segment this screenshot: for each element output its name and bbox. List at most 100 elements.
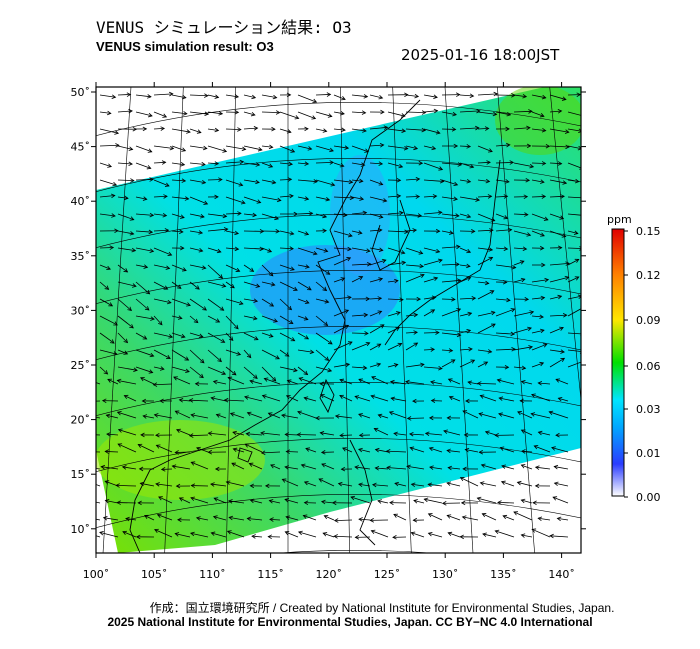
wind-vector <box>261 196 281 201</box>
wind-arrowhead <box>488 148 493 153</box>
wind-vector <box>157 514 173 521</box>
wind-vector <box>99 144 119 147</box>
wind-vector <box>171 264 187 271</box>
wind-arrowhead <box>497 500 502 505</box>
wind-arrowhead <box>222 148 228 153</box>
wind-vector <box>477 127 489 130</box>
wind-arrowhead <box>354 535 360 540</box>
wind-vector <box>495 179 510 183</box>
wind-vector <box>117 213 134 221</box>
wind-vector <box>535 466 551 470</box>
wind-vector <box>297 230 309 235</box>
wind-vector <box>513 162 534 168</box>
wind-arrowhead <box>130 178 135 183</box>
wind-arrowhead <box>103 370 109 375</box>
wind-arrowhead <box>517 411 522 416</box>
wind-vector <box>333 363 350 368</box>
wind-arrowhead <box>362 365 368 371</box>
wind-arrowhead <box>433 94 438 99</box>
wind-arrowhead <box>405 379 410 385</box>
wind-vector <box>207 332 225 343</box>
wind-arrowhead <box>109 339 115 344</box>
wind-vector <box>513 127 530 130</box>
wind-vector <box>389 411 407 419</box>
wind-vector <box>552 496 569 504</box>
wind-vector <box>459 297 476 300</box>
wind-vector <box>249 380 263 385</box>
wind-vector <box>171 128 191 133</box>
wind-arrowhead <box>155 432 160 438</box>
ozone-field-layer <box>88 87 581 553</box>
wind-vector <box>189 366 204 378</box>
wind-arrowhead <box>218 177 223 182</box>
wind-vector <box>315 145 334 152</box>
wind-arrowhead <box>561 96 567 101</box>
wind-arrowhead <box>190 461 196 466</box>
wind-arrowhead <box>511 347 516 352</box>
wind-arrowhead <box>345 362 351 368</box>
wind-arrowhead <box>232 447 238 453</box>
wind-arrowhead <box>469 93 475 99</box>
wind-arrowhead <box>252 315 258 321</box>
wind-arrowhead <box>487 349 493 354</box>
wind-vector <box>264 378 281 385</box>
wind-vector <box>297 366 308 375</box>
wind-vector <box>443 430 461 436</box>
wind-arrowhead <box>303 370 309 376</box>
wind-vector <box>189 349 205 364</box>
lon-label: 135˚ <box>490 568 517 581</box>
wind-vector <box>321 501 335 504</box>
wind-vector <box>156 444 173 453</box>
wind-vector <box>549 128 569 133</box>
wind-arrowhead <box>249 483 255 489</box>
map-frame <box>95 86 582 554</box>
wind-arrowhead <box>272 94 278 100</box>
wind-arrowhead <box>358 378 364 383</box>
wind-arrowhead <box>369 518 374 523</box>
wind-arrowhead <box>394 278 399 284</box>
wind-vector <box>423 348 435 351</box>
wind-arrowhead <box>256 199 262 204</box>
wind-arrowhead <box>100 464 106 470</box>
wind-vector <box>297 315 308 320</box>
wind-arrowhead <box>431 145 437 151</box>
wind-arrowhead <box>478 449 484 455</box>
wind-arrowhead <box>287 305 293 311</box>
wind-arrowhead <box>490 310 496 316</box>
wind-vector <box>261 213 279 220</box>
wind-arrowhead <box>160 467 166 472</box>
wind-vector <box>497 501 515 504</box>
wind-vector <box>333 257 351 266</box>
wind-arrowhead <box>494 433 499 438</box>
wind-vector <box>279 315 294 324</box>
wind-arrowhead <box>276 197 282 203</box>
wind-arrowhead <box>88 499 92 503</box>
wind-vector <box>153 195 168 198</box>
wind-arrowhead <box>155 444 161 449</box>
wind-arrowhead <box>210 396 216 401</box>
wind-vector <box>441 230 454 234</box>
wind-vector <box>284 499 299 504</box>
wind-vector <box>135 196 147 200</box>
wind-arrowhead <box>524 212 529 217</box>
wind-arrowhead <box>289 231 295 236</box>
wind-vector <box>358 413 371 419</box>
wind-arrowhead <box>455 92 461 97</box>
wind-arrowhead <box>104 285 110 290</box>
wind-arrowhead <box>171 464 177 469</box>
wind-vector <box>153 264 170 269</box>
wind-arrowhead <box>466 178 472 184</box>
wind-arrowhead <box>493 91 499 97</box>
wind-vector <box>279 145 295 153</box>
wind-arrowhead <box>104 449 110 454</box>
wind-vector <box>261 179 276 184</box>
wind-arrowhead <box>320 499 326 505</box>
wind-arrowhead <box>347 341 353 346</box>
wind-arrowhead <box>423 497 429 503</box>
wind-arrowhead <box>553 481 559 487</box>
wind-arrowhead <box>557 245 563 251</box>
wind-vector <box>304 481 317 487</box>
wind-arrowhead <box>453 196 458 202</box>
wind-vector <box>369 94 383 99</box>
wind-vector <box>135 366 153 373</box>
